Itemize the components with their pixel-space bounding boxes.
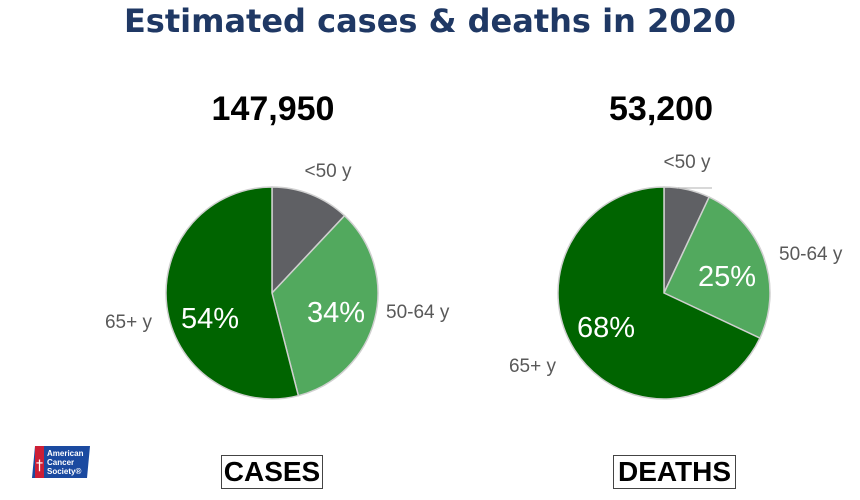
deaths-total: 53,200: [609, 90, 713, 128]
cases-pie: <50 y 50-64 y 65+ y 34% 54%: [105, 161, 450, 400]
cases-label: CASES: [221, 455, 323, 489]
cases-category-label-under-50: <50 y: [304, 161, 352, 182]
cases-slice-under-50: [271, 186, 346, 295]
cases-data-label-50-64: 34%: [307, 297, 365, 329]
svg-text:Cancer: Cancer: [47, 458, 74, 467]
svg-text:American: American: [47, 449, 84, 458]
deaths-category-label-65-plus: 65+ y: [509, 356, 557, 377]
deaths-category-label-50-64: 50-64 y: [779, 244, 843, 265]
cases-slice-65-plus: [165, 186, 300, 400]
cases-slice-50-64: [271, 214, 379, 397]
deaths-data-label-65-plus: 68%: [577, 312, 635, 344]
chart-title: Estimated cases & deaths in 2020: [123, 2, 737, 40]
deaths-category-label-under-50: <50 y: [663, 152, 711, 173]
deaths-slice-65-plus: [557, 186, 761, 400]
deaths-label: DEATHS: [613, 455, 736, 489]
cases-total: 147,950: [211, 90, 335, 128]
cases-category-label-65-plus: 65+ y: [105, 312, 153, 333]
svg-text:Society®: Society®: [47, 467, 81, 476]
american-cancer-society-logo: † American Cancer Society®: [32, 446, 90, 478]
deaths-data-label-50-64: 25%: [698, 261, 756, 293]
cases-category-label-50-64: 50-64 y: [386, 302, 450, 323]
deaths-slice-50-64: [663, 196, 771, 340]
cases-data-label-65-plus: 54%: [181, 303, 239, 335]
svg-text:†: †: [36, 458, 43, 474]
deaths-pie: <50 y 50-64 y 65+ y 25% 68%: [509, 152, 843, 400]
